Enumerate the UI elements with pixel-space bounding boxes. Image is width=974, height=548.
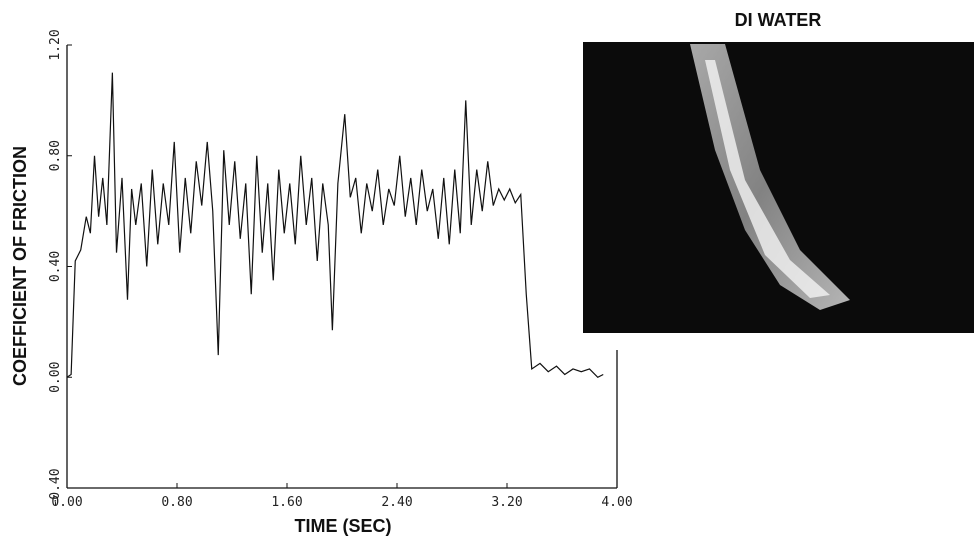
y-tick-label: 0.40: [48, 251, 63, 282]
x-tick-label: 0.80: [161, 495, 192, 510]
y-tick-label: 1.20: [48, 29, 63, 60]
data-line: [66, 72, 604, 378]
x-tick-label: 4.00: [601, 495, 632, 510]
photo: [583, 42, 974, 333]
x-tick-label: 0.00: [51, 495, 82, 510]
x-tick-label: 2.40: [381, 495, 412, 510]
chart-title: DI WATER: [735, 10, 822, 30]
axes: [66, 45, 618, 489]
y-tick-label: 0.00: [48, 362, 63, 393]
x-tick-label: 1.60: [271, 495, 302, 510]
y-tick-label: 0.80: [48, 140, 63, 171]
y-axis-label: COEFFICIENT OF FRICTION: [10, 146, 30, 386]
x-tick-label: 3.20: [491, 495, 522, 510]
y-tick-label: -0.40: [48, 468, 63, 507]
x-axis-label: TIME (SEC): [295, 516, 392, 536]
